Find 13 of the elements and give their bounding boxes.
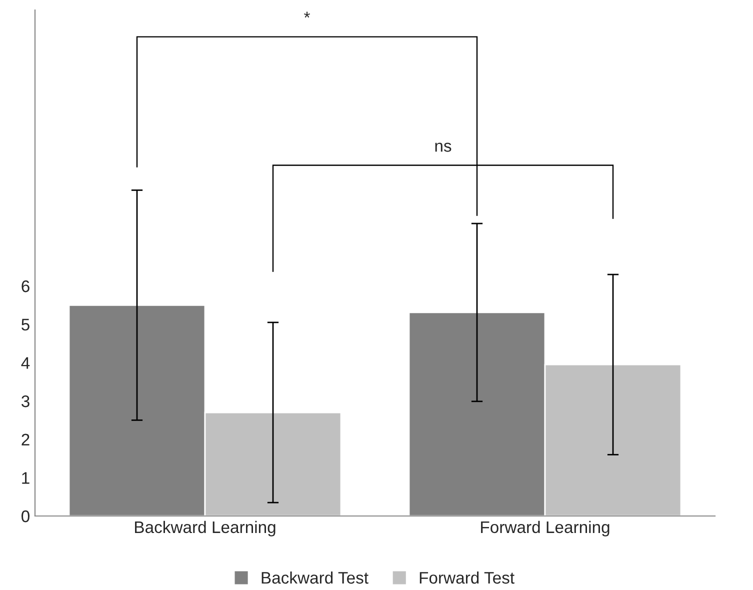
y-tick-label: 4 bbox=[21, 357, 30, 369]
y-tick-label: 1 bbox=[22, 472, 30, 484]
legend-label: Backward Test bbox=[262, 571, 368, 584]
y-tick-label: 5 bbox=[22, 318, 30, 331]
y-tick-label: 3 bbox=[22, 395, 30, 408]
legend-label: Forward Test bbox=[420, 571, 514, 584]
y-tick-label: 0 bbox=[22, 510, 30, 522]
annotation: * bbox=[304, 12, 310, 18]
x-tick-label: Backward Learning bbox=[135, 520, 276, 536]
annotation: ns bbox=[435, 142, 452, 152]
y-tick-label: 2 bbox=[22, 434, 30, 446]
x-tick-label: Forward Learning bbox=[481, 520, 610, 536]
y-tick-label: 6 bbox=[22, 280, 30, 292]
